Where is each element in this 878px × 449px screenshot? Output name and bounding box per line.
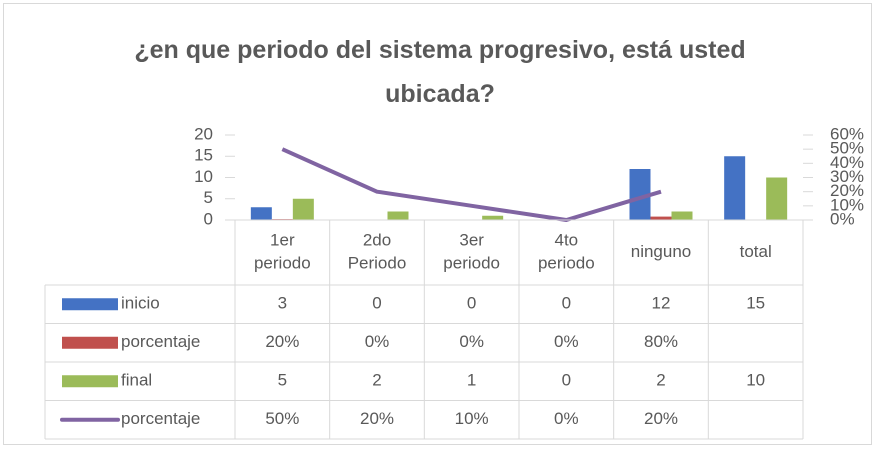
category-label: 2do Periodo [348,231,407,273]
table-value: 0% [365,332,390,351]
table-value: 0% [459,332,484,351]
bar [671,211,693,220]
table-value: 0 [372,294,381,313]
legend-key [62,336,118,349]
bar [724,156,746,220]
y-tick-label: 20 [194,124,213,143]
bar [629,169,651,220]
table-value: 3 [278,294,287,313]
y2-tick-label: 50% [830,139,864,158]
y2-tick-label: 40% [830,153,864,172]
y-tick-label: 10 [194,167,213,186]
table-value: 20% [360,409,394,428]
chart-title: ¿en que periodo del sistema progresivo, … [134,36,746,108]
table-value: 20% [644,409,678,428]
legend-label: final [121,371,152,390]
table-value: 20% [265,332,299,351]
table-value: 15 [746,294,765,313]
table-value: 0% [554,409,579,428]
table-value: 5 [278,371,287,390]
table-value: 2 [656,371,665,390]
table-value: 10 [746,371,765,390]
y-tick-label: 15 [194,146,213,165]
y2-tick-label: 20% [830,181,864,200]
category-label: total [740,242,772,261]
y2-tick-label: 0% [830,209,855,228]
table-value: 0 [562,294,571,313]
category-label: 3er periodo [443,231,500,273]
category-label: ninguno [631,242,692,261]
table-value: 80% [644,332,678,351]
table-value: 2 [372,371,381,390]
table-value: 1 [467,371,476,390]
legend-key [62,375,118,388]
table-value: 0 [562,371,571,390]
y-tick-label: 0 [204,209,213,228]
table-value: 10% [455,409,489,428]
chart-border [3,3,872,445]
bar [387,211,409,220]
y2-tick-label: 30% [830,167,864,186]
bar [292,198,314,220]
line [281,147,662,222]
y2-tick-label: 60% [830,124,864,143]
legend-label: inicio [121,294,160,313]
bar [650,216,672,220]
category-label: 4to periodo [538,231,595,273]
bar [766,177,788,220]
category-label: 1er periodo [254,231,311,273]
bar [250,207,272,220]
y-tick-label: 5 [204,188,213,207]
legend-key [62,298,118,311]
table-value: 50% [265,409,299,428]
table-value: 0 [467,294,476,313]
legend-label: porcentaje [121,332,200,351]
table-value: 0% [554,332,579,351]
legend-label: porcentaje [121,409,200,428]
bar [482,215,504,220]
y2-tick-label: 10% [830,195,864,214]
table-value: 12 [652,294,671,313]
